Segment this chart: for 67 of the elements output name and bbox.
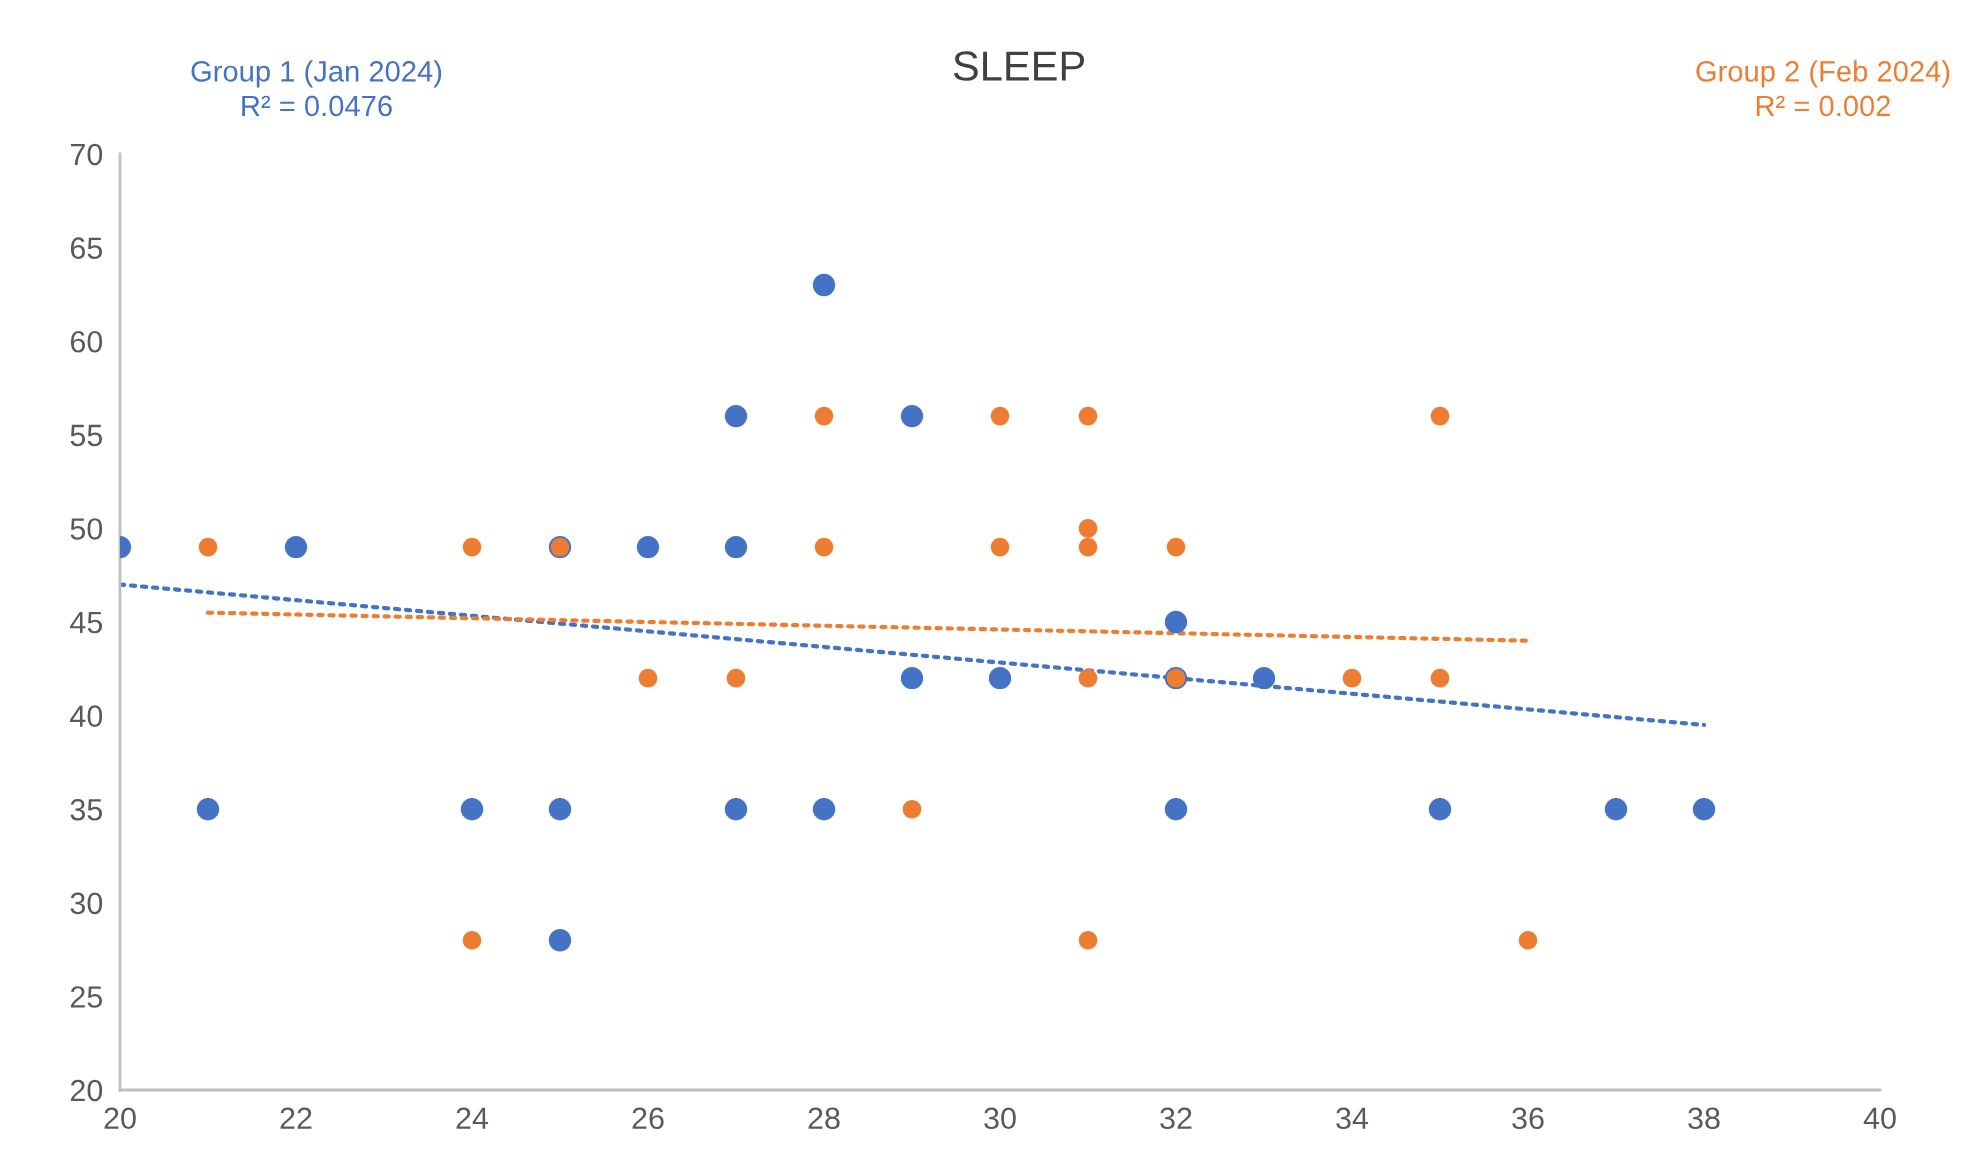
point — [812, 273, 836, 297]
point — [1692, 798, 1716, 821]
x-tick-label: 38 — [1688, 1107, 1720, 1130]
point — [1078, 537, 1098, 557]
y-tick-label: 30 — [70, 892, 103, 915]
text: R² = 0.002 — [1756, 95, 1890, 117]
point — [284, 535, 308, 559]
y-tick-label: 40 — [70, 705, 103, 727]
point — [900, 666, 924, 690]
y-tick-label: 25 — [70, 986, 103, 1008]
point — [1078, 406, 1098, 426]
y-tick-label: 65 — [70, 237, 103, 259]
text: Group 1 (Jan 2024) — [191, 60, 442, 88]
x-tick-label: 28 — [808, 1107, 840, 1130]
point — [988, 666, 1012, 690]
y-tick-label: 55 — [70, 424, 103, 447]
point — [724, 404, 748, 428]
point — [1164, 610, 1188, 634]
x-tick-label: 34 — [1336, 1107, 1369, 1130]
point — [198, 537, 218, 557]
point — [1078, 668, 1098, 688]
point — [724, 535, 748, 559]
point — [1342, 668, 1362, 688]
x-tick-label: 36 — [1512, 1107, 1544, 1130]
y-tick-label: 35 — [70, 798, 103, 821]
x-tick-label: 32 — [1160, 1107, 1192, 1130]
y-tick-label: 60 — [70, 330, 103, 353]
text: Group 2 (Feb 2024) — [1696, 60, 1950, 88]
y-tick-label: 20 — [70, 1079, 103, 1102]
point — [990, 406, 1010, 426]
x-tick-label: 22 — [280, 1107, 312, 1129]
chart-title: SLEEP — [953, 51, 1085, 81]
point — [726, 668, 746, 688]
point — [812, 798, 836, 821]
point — [1164, 798, 1188, 821]
point — [724, 798, 748, 821]
point — [1430, 406, 1450, 426]
point — [1252, 666, 1276, 690]
point — [1518, 930, 1538, 950]
text: R² = 0.0476 — [242, 95, 392, 117]
x-tick-label: 40 — [1863, 1107, 1896, 1130]
point — [196, 798, 220, 821]
point — [1078, 519, 1098, 538]
point — [548, 798, 572, 821]
point — [814, 537, 834, 557]
point — [638, 668, 658, 688]
y-tick-label: 70 — [70, 143, 103, 166]
point — [900, 404, 924, 428]
point — [636, 535, 660, 559]
point — [462, 930, 482, 950]
x-tick-label: 30 — [984, 1107, 1016, 1130]
point — [1428, 798, 1452, 821]
x-tick-label: 26 — [632, 1107, 664, 1130]
point — [1604, 798, 1628, 821]
y-tick-label: 45 — [70, 612, 103, 634]
x-tick-label: 24 — [456, 1107, 489, 1129]
point — [1166, 537, 1186, 557]
point — [548, 929, 572, 952]
point — [990, 537, 1010, 557]
point — [460, 798, 484, 821]
point — [462, 537, 482, 557]
x-tick-label: 20 — [104, 1107, 136, 1130]
y-tick-label: 50 — [70, 518, 103, 540]
point — [814, 406, 834, 426]
point — [1430, 668, 1450, 688]
point — [1078, 930, 1098, 950]
point — [902, 799, 922, 819]
